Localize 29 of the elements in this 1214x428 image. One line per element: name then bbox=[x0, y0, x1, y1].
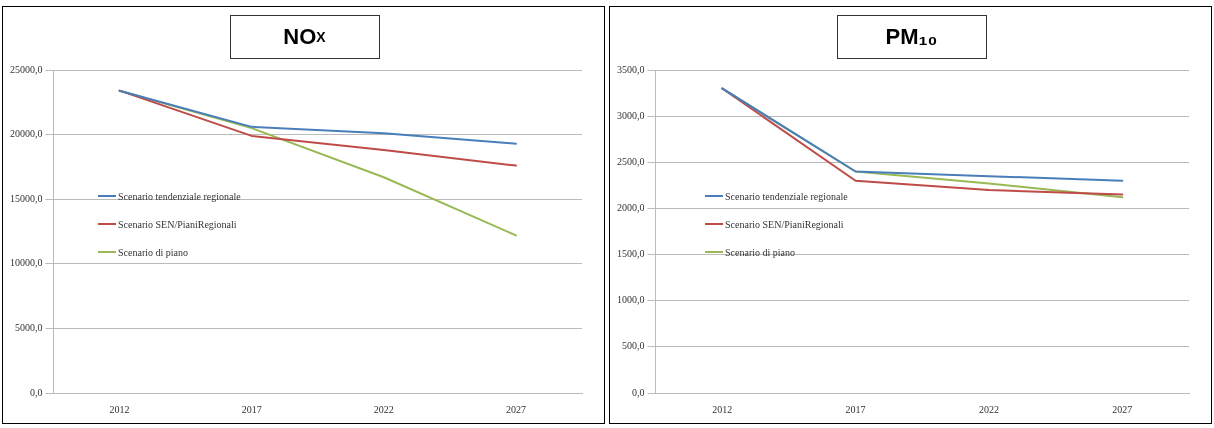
y-tick-label: 15000,0 bbox=[10, 192, 43, 204]
x-tick-label: 2017 bbox=[845, 403, 866, 415]
legend-label: Scenario di piano bbox=[118, 246, 188, 258]
x-tick-label: 2027 bbox=[1112, 403, 1133, 415]
y-tick-label: 500,0 bbox=[622, 340, 645, 352]
x-tick-label: 2027 bbox=[505, 403, 526, 415]
y-tick-label: 0,0 bbox=[632, 386, 645, 398]
legend-label: Scenario SEN/PianiRegionali bbox=[725, 218, 844, 230]
y-tick-label: 3000,0 bbox=[617, 109, 645, 121]
y-tick-label: 1000,0 bbox=[617, 294, 645, 306]
x-tick-label: 2012 bbox=[712, 403, 733, 415]
legend-label: Scenario di piano bbox=[725, 246, 795, 258]
x-tick-label: 2022 bbox=[978, 403, 999, 415]
legend-label: Scenario tendenziale regionale bbox=[118, 190, 241, 202]
y-tick-label: 2000,0 bbox=[617, 202, 645, 214]
x-tick-label: 2017 bbox=[241, 403, 262, 415]
y-tick-label: 5000,0 bbox=[15, 322, 43, 334]
legend-label: Scenario SEN/PianiRegionali bbox=[118, 218, 237, 230]
chart-title: PM₁₀ bbox=[836, 15, 987, 59]
y-tick-label: 0,0 bbox=[30, 386, 43, 398]
y-tick-label: 25000,0 bbox=[10, 63, 43, 75]
y-tick-label: 1500,0 bbox=[617, 248, 645, 260]
x-tick-label: 2012 bbox=[109, 403, 130, 415]
y-tick-label: 3500,0 bbox=[617, 63, 645, 75]
y-tick-label: 2500,0 bbox=[617, 155, 645, 167]
y-tick-label: 20000,0 bbox=[10, 128, 43, 140]
legend-label: Scenario tendenziale regionale bbox=[725, 190, 848, 202]
x-tick-label: 2022 bbox=[373, 403, 394, 415]
y-tick-label: 10000,0 bbox=[10, 257, 43, 269]
